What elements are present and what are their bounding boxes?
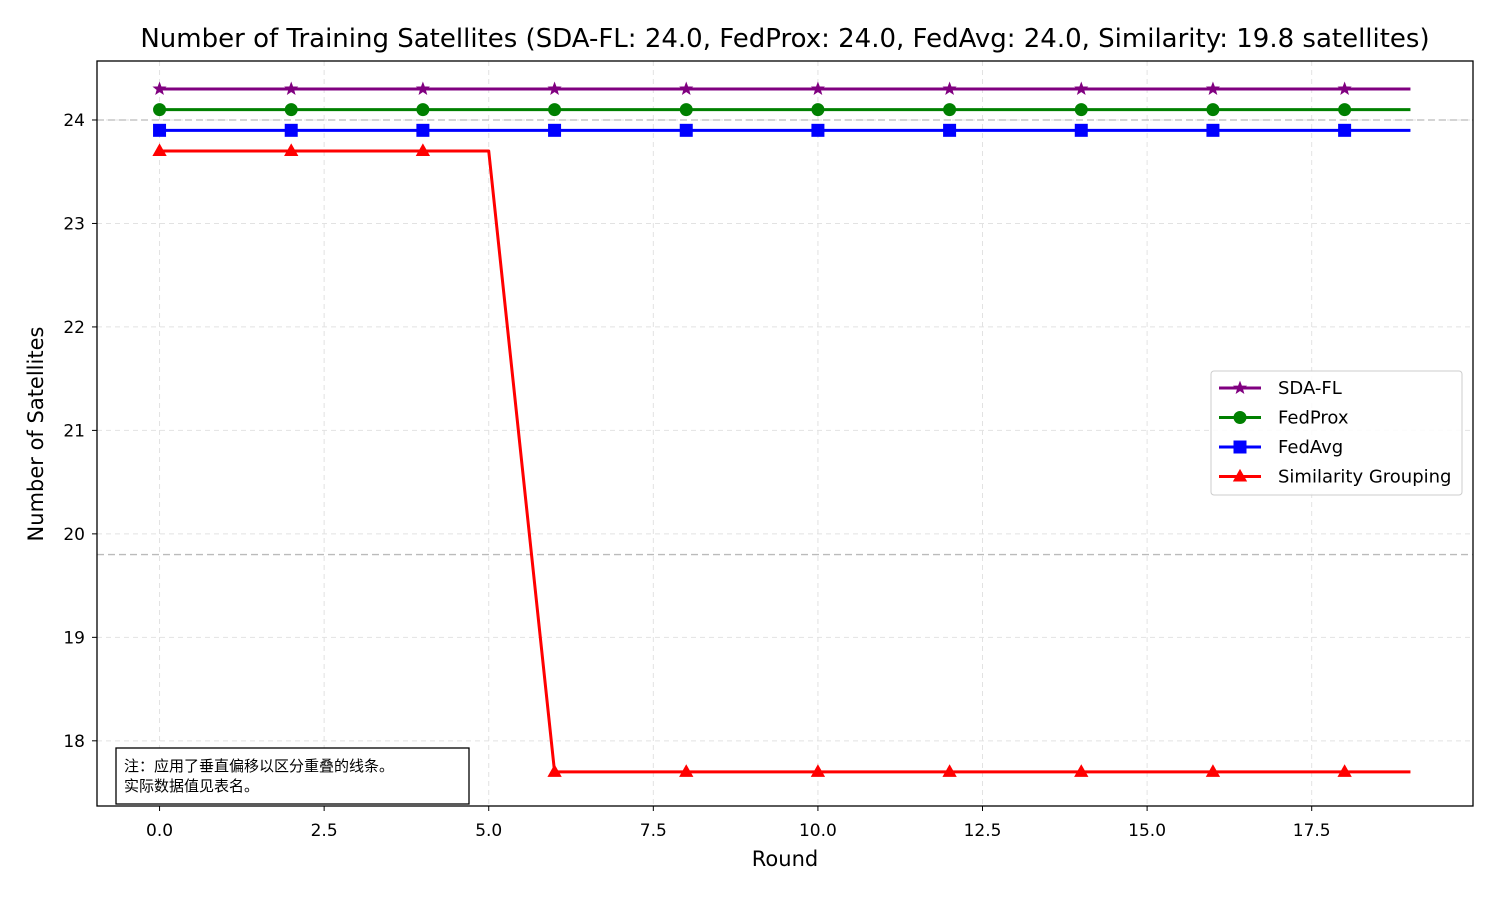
series-fedprox [153, 103, 1411, 117]
note-frame [115, 747, 470, 805]
data-point-star [284, 81, 299, 95]
data-point-square [548, 123, 562, 137]
x-tick-label: 0.0 [146, 821, 173, 841]
data-point-circle [1233, 411, 1247, 424]
plot-frame [96, 60, 1474, 807]
data-point-star [942, 81, 957, 95]
data-point-star [415, 81, 430, 95]
legend: SDA-FL FedProx FedAvg Similarity Grouping [1210, 370, 1463, 496]
data-point-triangle [1205, 764, 1221, 777]
x-tick-label: 7.5 [640, 821, 667, 841]
data-point-circle [679, 103, 693, 117]
data-point-square [679, 123, 693, 137]
data-point-square [1233, 440, 1247, 454]
y-axis-label: Number of Satellites [24, 327, 48, 542]
legend-label-fedprox: FedProx [1278, 408, 1349, 429]
series-fedavg [153, 123, 1411, 137]
note-line-1: 注：应用了垂直偏移以区分重叠的线条。 [124, 757, 394, 775]
data-point-star [152, 81, 167, 95]
data-point-triangle [1337, 764, 1352, 777]
data-point-star [1074, 81, 1089, 95]
data-point-circle [416, 103, 430, 117]
data-point-square [416, 123, 430, 137]
data-point-star [1337, 81, 1352, 95]
data-point-circle [811, 103, 825, 117]
data-point-triangle [152, 143, 167, 157]
x-tick-label: 12.5 [964, 821, 1002, 841]
series-similarity-grouping [152, 143, 1411, 777]
y-tick-label: 24 [63, 111, 85, 131]
data-point-square [943, 123, 957, 137]
data-point-triangle [810, 764, 826, 777]
x-tick-label: 5.0 [475, 821, 502, 841]
legend-label-sda-fl: SDA-FL [1278, 378, 1342, 399]
x-axis-ticks: 0.0 2.5 5.0 7.5 10.0 12.5 15.0 17.5 [146, 806, 1331, 841]
y-tick-label: 21 [63, 421, 85, 441]
data-point-star [1205, 81, 1221, 95]
legend-label-fedavg: FedAvg [1278, 437, 1343, 458]
legend-box [1210, 370, 1463, 496]
data-point-square [284, 123, 298, 137]
data-point-triangle [547, 764, 562, 777]
series-line-similarity-grouping [159, 149, 1411, 774]
data-point-triangle [415, 143, 431, 157]
chart-title: Number of Training Satellites (SDA-FL: 2… [140, 24, 1429, 54]
y-tick-label: 19 [63, 628, 85, 648]
y-tick-label: 18 [63, 732, 85, 752]
y-tick-label: 22 [63, 318, 85, 338]
data-point-triangle [942, 764, 957, 777]
data-point-circle [1206, 103, 1220, 117]
series-sda-fl [152, 81, 1411, 95]
data-point-triangle [679, 764, 694, 777]
note-box: 注：应用了垂直偏移以区分重叠的线条。 实际数据值见表名。 [115, 747, 470, 805]
x-tick-label: 17.5 [1293, 821, 1331, 841]
legend-label-similarity-grouping: Similarity Grouping [1278, 467, 1451, 488]
y-axis-ticks: 18 19 20 21 22 23 24 [63, 111, 97, 752]
note-line-2: 实际数据值见表名。 [124, 777, 259, 795]
x-tick-label: 2.5 [311, 821, 338, 841]
data-point-star [810, 81, 825, 95]
series-layer [152, 81, 1411, 777]
x-tick-label: 10.0 [799, 821, 837, 841]
data-point-circle [1338, 103, 1352, 117]
y-tick-label: 23 [63, 214, 85, 234]
data-point-square [811, 123, 825, 137]
x-tick-label: 15.0 [1128, 821, 1166, 841]
data-point-circle [1074, 103, 1088, 117]
data-point-square [153, 123, 167, 137]
data-point-square [1074, 123, 1088, 137]
data-point-star [1232, 380, 1248, 395]
data-point-circle [284, 103, 298, 117]
data-point-star [679, 81, 694, 95]
data-point-circle [943, 103, 957, 117]
data-point-circle [548, 103, 562, 117]
data-point-square [1338, 123, 1352, 137]
data-point-triangle [1232, 468, 1248, 482]
data-point-square [1206, 123, 1220, 137]
reference-lines [97, 119, 1473, 556]
data-point-triangle [1074, 764, 1089, 777]
data-point-triangle [284, 143, 299, 157]
data-point-circle [153, 103, 167, 117]
y-tick-label: 20 [63, 525, 85, 545]
x-axis-label: Round [752, 847, 818, 871]
data-point-star [547, 81, 562, 95]
